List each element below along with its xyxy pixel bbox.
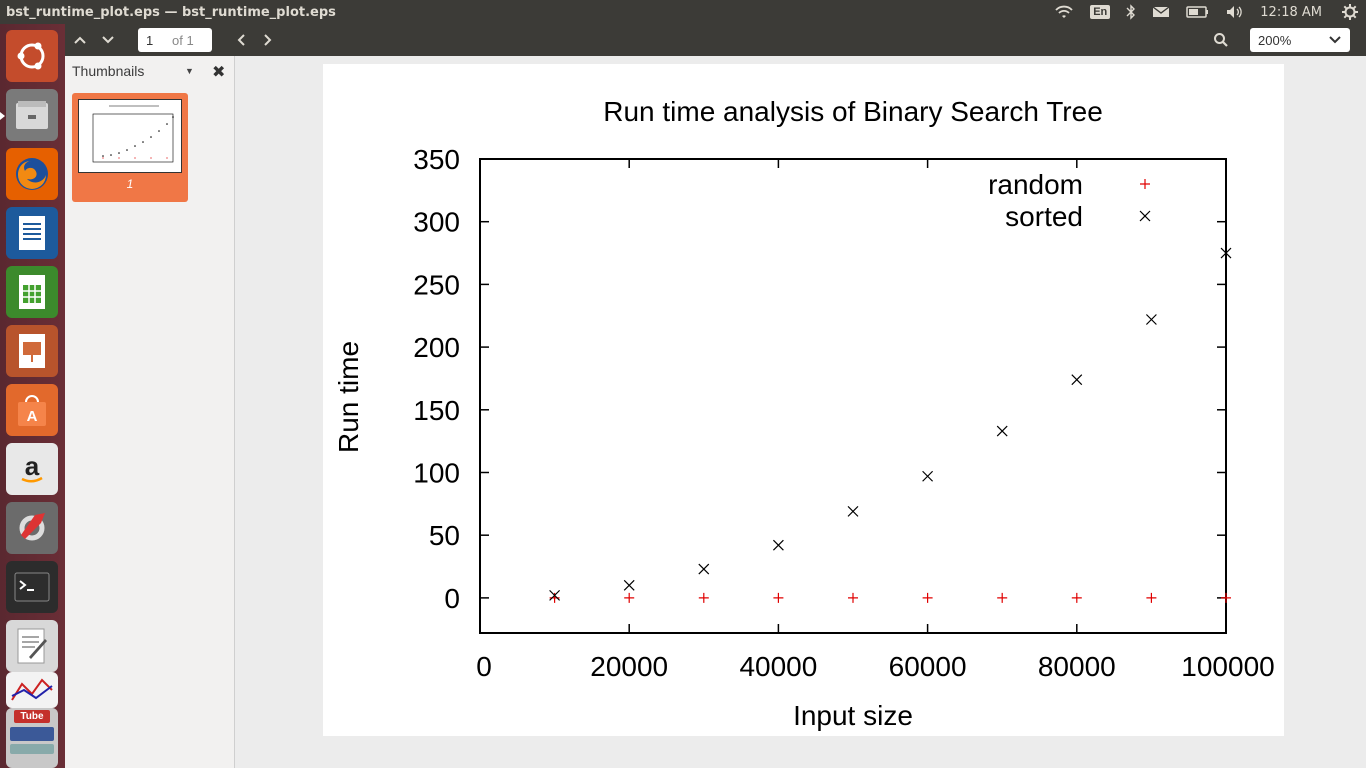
data-point-sorted (922, 470, 934, 482)
y-tick-label: 300 (413, 207, 460, 238)
data-point-random (773, 592, 784, 603)
data-point-random (997, 592, 1008, 603)
zoom-select[interactable]: 200% (1250, 28, 1350, 52)
x-tick-label: 100000 (1181, 651, 1274, 682)
page-number-field[interactable]: 1 of 1 (138, 28, 212, 52)
sidebar-header: Thumbnails (65, 56, 234, 86)
data-point-random (698, 592, 709, 603)
legend-label-random: random (988, 169, 1083, 200)
data-point-random (1071, 592, 1082, 603)
y-tick-label: 200 (413, 332, 460, 363)
y-tick-label: 150 (413, 395, 460, 426)
data-point-random (624, 592, 635, 603)
y-tick-label: 50 (429, 520, 460, 551)
data-point-sorted (1145, 314, 1157, 325)
thumbnail-page-number: 1 (126, 177, 134, 191)
x-axis-label: Input size (793, 700, 913, 731)
mail-icon[interactable] (1152, 5, 1170, 19)
chevron-down-icon (1329, 36, 1341, 44)
libreoffice-impress-icon[interactable] (6, 325, 58, 377)
clock[interactable]: 12:18 AM (1260, 4, 1322, 20)
running-indicator (0, 112, 5, 120)
history-back-button[interactable] (228, 27, 254, 53)
y-tick-label: 350 (413, 144, 460, 175)
scatter-chart: Run time analysis of Binary Search Tree … (333, 96, 1275, 731)
plot-frame (479, 158, 1227, 634)
chart-app-icon[interactable] (6, 672, 58, 708)
search-icon[interactable] (1208, 27, 1234, 53)
text-editor-icon[interactable] (6, 620, 58, 672)
zoom-value: 200% (1258, 32, 1292, 48)
data-point-random (549, 592, 560, 603)
libreoffice-writer-icon[interactable] (6, 207, 58, 259)
y-tick-label: 250 (413, 269, 460, 300)
data-point-sorted (549, 589, 561, 601)
svg-text:A: A (27, 408, 38, 425)
legend-marker-sorted (1139, 210, 1151, 222)
y-tick-label: 0 (444, 583, 460, 614)
thumbnails-sidebar: Thumbnails ▼ ✖ 1 (65, 56, 235, 768)
bluetooth-icon[interactable] (1126, 4, 1136, 20)
terminal-icon[interactable] (6, 561, 58, 613)
history-forward-button[interactable] (255, 27, 281, 53)
next-page-button[interactable] (95, 27, 121, 53)
data-point-random (1221, 592, 1231, 603)
thumbnail-preview (78, 99, 182, 173)
x-tick-label: 20000 (590, 651, 668, 682)
x-tick-label: 0 (476, 651, 492, 682)
volume-icon[interactable] (1226, 5, 1244, 19)
files-icon[interactable] (6, 89, 58, 141)
data-point-sorted (623, 579, 635, 591)
data-point-random (922, 592, 933, 603)
window-title: bst_runtime_plot.eps — bst_runtime_plot.… (6, 4, 336, 20)
y-axis-label: Run time (333, 341, 364, 453)
close-icon[interactable]: ✖ (212, 64, 226, 81)
document-page: Run time analysis of Binary Search Tree … (323, 64, 1284, 736)
data-point-sorted (1071, 374, 1083, 386)
x-tick-label: 80000 (1038, 651, 1116, 682)
top-panel: bst_runtime_plot.eps — bst_runtime_plot.… (0, 0, 1366, 24)
keyboard-layout-indicator[interactable]: En (1090, 5, 1111, 19)
battery-icon[interactable] (1186, 5, 1210, 19)
page-thumbnail[interactable]: 1 (72, 93, 188, 202)
software-center-icon[interactable]: A (6, 384, 58, 436)
y-tick-label: 100 (413, 457, 460, 488)
sidebar-title[interactable]: Thumbnails (72, 63, 145, 79)
previous-page-button[interactable] (67, 27, 93, 53)
data-point-random (1146, 592, 1157, 603)
data-point-sorted (996, 425, 1008, 437)
libreoffice-calc-icon[interactable] (6, 266, 58, 318)
youtube-icon[interactable]: Tube (6, 708, 58, 768)
indicator-area: En 12:18 AM (1046, 0, 1366, 24)
svg-text:a: a (25, 451, 40, 481)
sidebar-mode-dropdown-icon[interactable]: ▼ (185, 66, 194, 76)
data-point-random (848, 592, 858, 603)
x-tick-label: 40000 (739, 651, 817, 682)
page-total-label: of 1 (172, 32, 194, 48)
data-point-sorted (772, 539, 784, 551)
gear-icon[interactable] (1342, 4, 1358, 20)
legend-label-sorted: sorted (1005, 201, 1083, 232)
x-tick-label: 60000 (889, 651, 967, 682)
current-page-input[interactable]: 1 (146, 32, 154, 48)
document-view[interactable]: Run time analysis of Binary Search Tree … (236, 56, 1366, 768)
data-point-sorted (1220, 247, 1232, 259)
ubuntu-dash-icon[interactable] (6, 30, 58, 82)
system-settings-icon[interactable] (6, 502, 58, 554)
chart-title: Run time analysis of Binary Search Tree (603, 96, 1103, 127)
wifi-icon[interactable] (1054, 4, 1074, 20)
viewer-toolbar: 1 of 1 200% (65, 24, 1366, 56)
data-point-sorted (698, 563, 710, 575)
firefox-icon[interactable] (6, 148, 58, 200)
legend-marker-random (1140, 179, 1150, 189)
data-point-sorted (847, 505, 859, 517)
launcher: A a Tube (0, 24, 65, 768)
amazon-icon[interactable]: a (6, 443, 58, 495)
